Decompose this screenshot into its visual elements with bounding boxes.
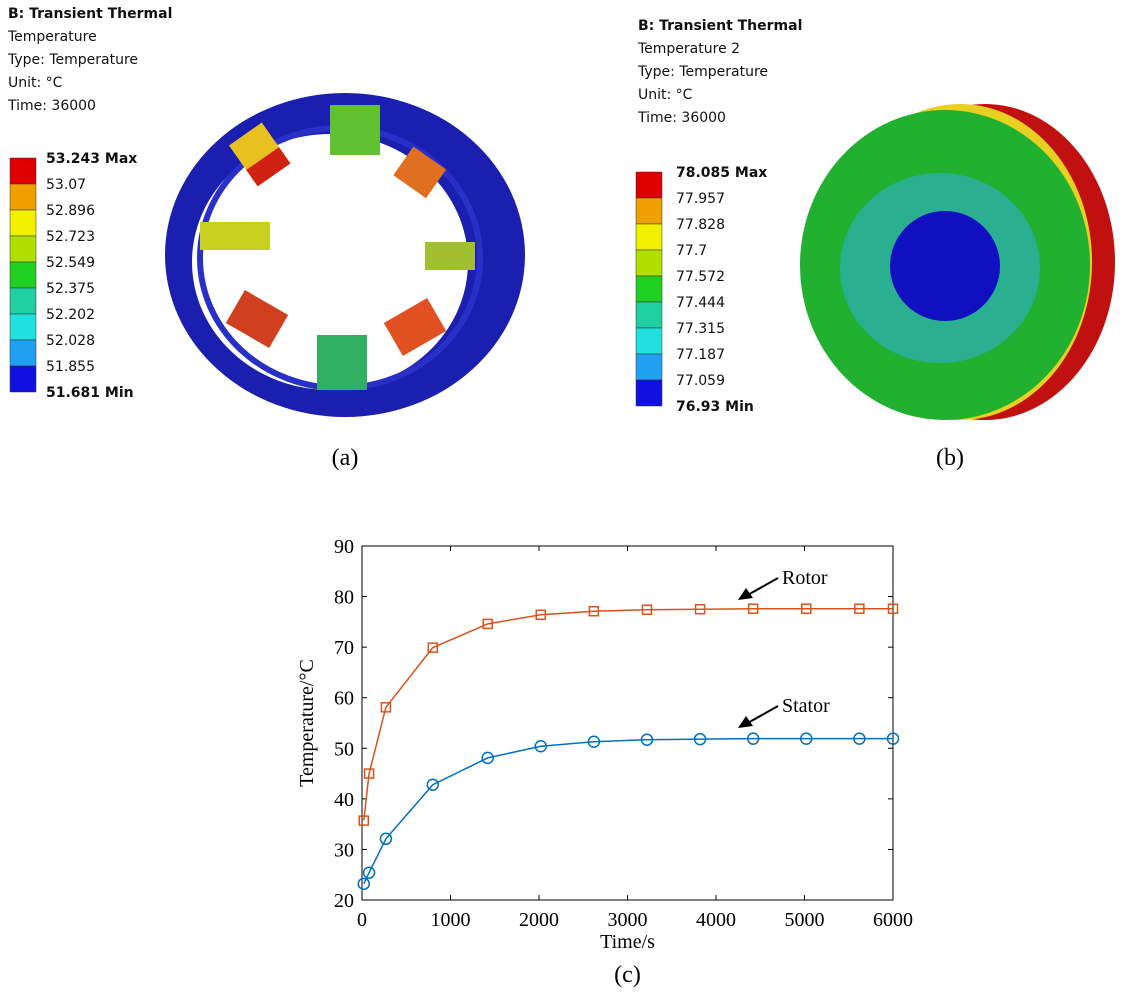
x-axis-label: Time/s bbox=[600, 931, 655, 953]
series-label: Stator bbox=[782, 695, 830, 717]
legend-label: 76.93 Min bbox=[676, 399, 754, 415]
panel-info: Temperature bbox=[7, 29, 97, 45]
y-tick-label: 60 bbox=[334, 688, 354, 710]
panel-info: Temperature 2 bbox=[637, 41, 740, 57]
panel-info: Unit: °C bbox=[638, 87, 693, 103]
x-tick-label: 3000 bbox=[608, 909, 648, 931]
legend-label: 53.07 bbox=[46, 177, 86, 193]
legend-label: 77.187 bbox=[676, 347, 725, 363]
legend-swatch bbox=[10, 236, 36, 262]
panel-info: Time: 36000 bbox=[637, 110, 726, 126]
legend-swatch bbox=[10, 288, 36, 314]
panel-info: Type: Temperature bbox=[637, 64, 768, 80]
legend-label: 53.243 Max bbox=[46, 151, 137, 167]
legend-label: 77.315 bbox=[676, 321, 725, 337]
y-tick-label: 50 bbox=[334, 738, 354, 760]
legend-label: 52.028 bbox=[46, 333, 95, 349]
legend-swatch bbox=[10, 340, 36, 366]
legend-label: 77.957 bbox=[676, 191, 725, 207]
legend-label: 52.723 bbox=[46, 229, 95, 245]
series-label: Rotor bbox=[782, 567, 828, 589]
stator-render bbox=[165, 93, 525, 417]
arrow-shaft bbox=[746, 578, 778, 596]
y-tick-label: 70 bbox=[334, 637, 354, 659]
figure: B: Transient Thermal Temperature Type: Tem… bbox=[0, 0, 1126, 998]
legend-swatch bbox=[636, 224, 662, 250]
legend-label: 51.681 Min bbox=[46, 385, 134, 401]
legend-label: 77.572 bbox=[676, 269, 725, 285]
x-tick-label: 6000 bbox=[873, 909, 913, 931]
panel-info: Unit: °C bbox=[8, 75, 63, 91]
y-axis-label: Temperature/°C bbox=[296, 659, 318, 787]
x-tick-label: 0 bbox=[357, 909, 367, 931]
y-tick-label: 90 bbox=[334, 536, 354, 558]
panel-caption: (b) bbox=[936, 445, 964, 471]
legend-label: 77.444 bbox=[676, 295, 725, 311]
panel-title: B: Transient Thermal bbox=[8, 6, 172, 22]
legend-label: 52.549 bbox=[46, 255, 95, 271]
legend-label: 77.059 bbox=[676, 373, 725, 389]
plot-frame bbox=[362, 546, 893, 900]
legend-swatch bbox=[10, 262, 36, 288]
x-tick-label: 5000 bbox=[785, 909, 825, 931]
legend-swatch bbox=[636, 276, 662, 302]
arrow-shaft bbox=[746, 706, 778, 724]
x-tick-label: 2000 bbox=[519, 909, 559, 931]
panel-title: B: Transient Thermal bbox=[638, 18, 802, 34]
legend-label: 52.202 bbox=[46, 307, 95, 323]
legend-swatch bbox=[636, 328, 662, 354]
rotor-render bbox=[800, 104, 1115, 420]
legend-label: 77.828 bbox=[676, 217, 725, 233]
legend-swatch bbox=[10, 158, 36, 184]
panel-info: Time: 36000 bbox=[7, 98, 96, 114]
legend-swatch bbox=[10, 366, 36, 392]
legend-label: 52.375 bbox=[46, 281, 95, 297]
legend-label: 51.855 bbox=[46, 359, 95, 375]
chart-caption: (c) bbox=[614, 962, 641, 988]
y-tick-label: 30 bbox=[334, 839, 354, 861]
legend-label: 52.896 bbox=[46, 203, 95, 219]
panel-caption: (a) bbox=[332, 445, 359, 471]
y-tick-label: 40 bbox=[334, 789, 354, 811]
legend-swatch bbox=[636, 380, 662, 406]
panel-info: Type: Temperature bbox=[7, 52, 138, 68]
series-line bbox=[364, 739, 893, 884]
legend-swatch bbox=[10, 210, 36, 236]
legend-swatch bbox=[636, 354, 662, 380]
x-tick-label: 1000 bbox=[431, 909, 471, 931]
legend-swatch bbox=[10, 184, 36, 210]
y-tick-label: 80 bbox=[334, 587, 354, 609]
legend-swatch bbox=[636, 172, 662, 198]
legend-label: 77.7 bbox=[676, 243, 707, 259]
legend-swatch bbox=[636, 250, 662, 276]
legend-swatch bbox=[636, 302, 662, 328]
y-tick-label: 20 bbox=[334, 890, 354, 912]
legend-swatch bbox=[636, 198, 662, 224]
legend-swatch bbox=[10, 314, 36, 340]
x-tick-label: 4000 bbox=[696, 909, 736, 931]
legend-label: 78.085 Max bbox=[676, 165, 767, 181]
